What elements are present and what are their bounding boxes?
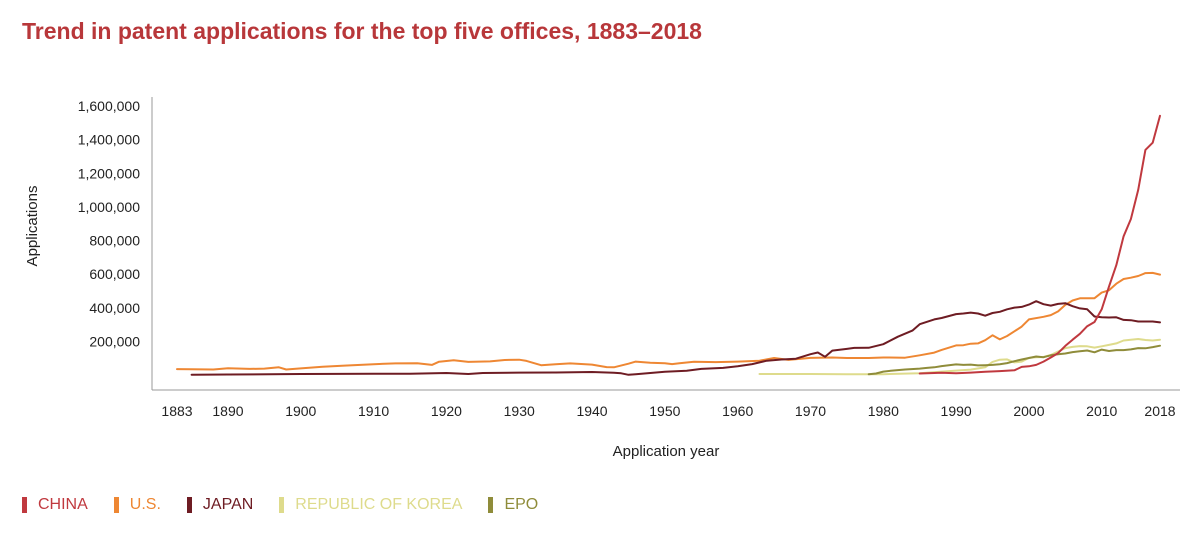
x-axis-ticks: 1883 1890 1900 1910 1920 1930 1940 1950 1960 1970… [161, 403, 1175, 419]
y-tick-label: 800,000 [89, 233, 140, 249]
x-tick-label: 1960 [722, 403, 753, 419]
x-tick-label: 2018 [1144, 403, 1175, 419]
legend-label: JAPAN [202, 496, 254, 513]
x-tick-label: 2000 [1013, 403, 1044, 419]
legend-swatch [186, 497, 192, 513]
y-tick-label: 1,200,000 [78, 165, 140, 181]
series-line-republic-of-korea [758, 338, 1161, 376]
x-tick-label: 1930 [504, 403, 535, 419]
legend-label: EPO [504, 496, 539, 513]
x-tick-label: 1980 [868, 403, 899, 419]
series-line-china [918, 114, 1161, 375]
series-line-u-s [176, 271, 1161, 371]
legend-item: JAPAN [186, 496, 254, 514]
series-line-japan [190, 300, 1161, 376]
x-tick-label: 1920 [431, 403, 462, 419]
legend: CHINA U.S. JAPAN REPUBLIC OF KOREA EPO [22, 496, 564, 514]
legend-swatch [113, 497, 119, 513]
x-axis-title: Application year [613, 443, 720, 460]
y-axis-ticks: 200,000 400,000 600,000 800,000 1,000,000 1,2… [78, 98, 141, 349]
y-tick-label: 600,000 [89, 266, 140, 282]
legend-label: REPUBLIC OF KOREA [295, 496, 463, 513]
x-tick-label: 2010 [1086, 403, 1117, 419]
series-lines [176, 114, 1161, 376]
chart-title: Trend in patent applications for the top… [22, 18, 702, 44]
legend-item: U.S. [113, 496, 161, 514]
x-tick-label: 1990 [941, 403, 972, 419]
axes [151, 97, 1180, 391]
x-tick-label: 1940 [576, 403, 607, 419]
y-tick-label: 1,000,000 [78, 199, 140, 215]
y-tick-label: 1,600,000 [78, 98, 140, 114]
x-tick-label: 1910 [358, 403, 389, 419]
legend-swatch [22, 497, 27, 513]
legend-item: EPO [488, 496, 538, 514]
legend-item: REPUBLIC OF KOREA [279, 496, 462, 514]
y-tick-label: 1,400,000 [78, 132, 140, 148]
y-tick-label: 400,000 [89, 300, 140, 316]
line-chart: 200,000 400,000 600,000 800,000 1,000,000 1,2… [24, 97, 1180, 460]
legend-swatch [279, 497, 285, 513]
y-tick-label: 200,000 [89, 333, 140, 349]
series-line-epo [867, 344, 1161, 376]
x-tick-label: 1950 [649, 403, 680, 419]
legend-item: CHINA [22, 496, 88, 514]
legend-swatch [488, 497, 494, 513]
y-axis-title: Applications [24, 186, 41, 267]
x-tick-label: 1890 [212, 403, 243, 419]
x-tick-label: 1900 [285, 403, 316, 419]
legend-label: CHINA [38, 496, 88, 513]
x-tick-label: 1970 [795, 403, 826, 419]
x-tick-label: 1883 [161, 403, 192, 419]
legend-label: U.S. [129, 496, 161, 513]
